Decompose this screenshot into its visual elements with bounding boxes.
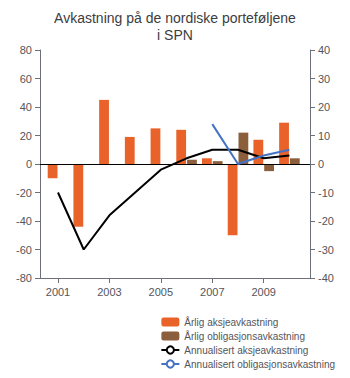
svg-text:2007: 2007 <box>200 286 224 298</box>
svg-text:0: 0 <box>318 158 324 170</box>
svg-text:i SPN: i SPN <box>157 27 193 43</box>
svg-text:10: 10 <box>318 130 330 142</box>
svg-text:0: 0 <box>26 158 32 170</box>
svg-text:30: 30 <box>318 73 330 85</box>
svg-text:-60: -60 <box>16 244 32 256</box>
svg-text:2001: 2001 <box>46 286 70 298</box>
svg-text:-20: -20 <box>16 187 32 199</box>
svg-text:Årlig obligasjonsavkastning: Årlig obligasjonsavkastning <box>184 330 305 342</box>
svg-text:40: 40 <box>20 101 32 113</box>
svg-text:-20: -20 <box>318 215 334 227</box>
svg-text:-10: -10 <box>318 187 334 199</box>
svg-text:-30: -30 <box>318 244 334 256</box>
svg-text:20: 20 <box>20 130 32 142</box>
svg-text:-80: -80 <box>16 272 32 284</box>
svg-text:Annualisert obligasjonsavkastn: Annualisert obligasjonsavkastning <box>184 359 335 370</box>
svg-text:2003: 2003 <box>97 286 121 298</box>
svg-text:60: 60 <box>20 73 32 85</box>
svg-text:20: 20 <box>318 101 330 113</box>
svg-text:2005: 2005 <box>149 286 173 298</box>
svg-text:80: 80 <box>20 44 32 56</box>
svg-text:Avkastning på de nordiske port: Avkastning på de nordiske porteføljene <box>54 10 296 26</box>
svg-text:-40: -40 <box>16 215 32 227</box>
svg-text:-40: -40 <box>318 272 334 284</box>
svg-text:40: 40 <box>318 44 330 56</box>
svg-text:2009: 2009 <box>251 286 275 298</box>
svg-text:Annualisert aksjeavkastning: Annualisert aksjeavkastning <box>184 345 308 356</box>
svg-text:Årlig aksjeavkastning: Årlig aksjeavkastning <box>184 316 278 328</box>
